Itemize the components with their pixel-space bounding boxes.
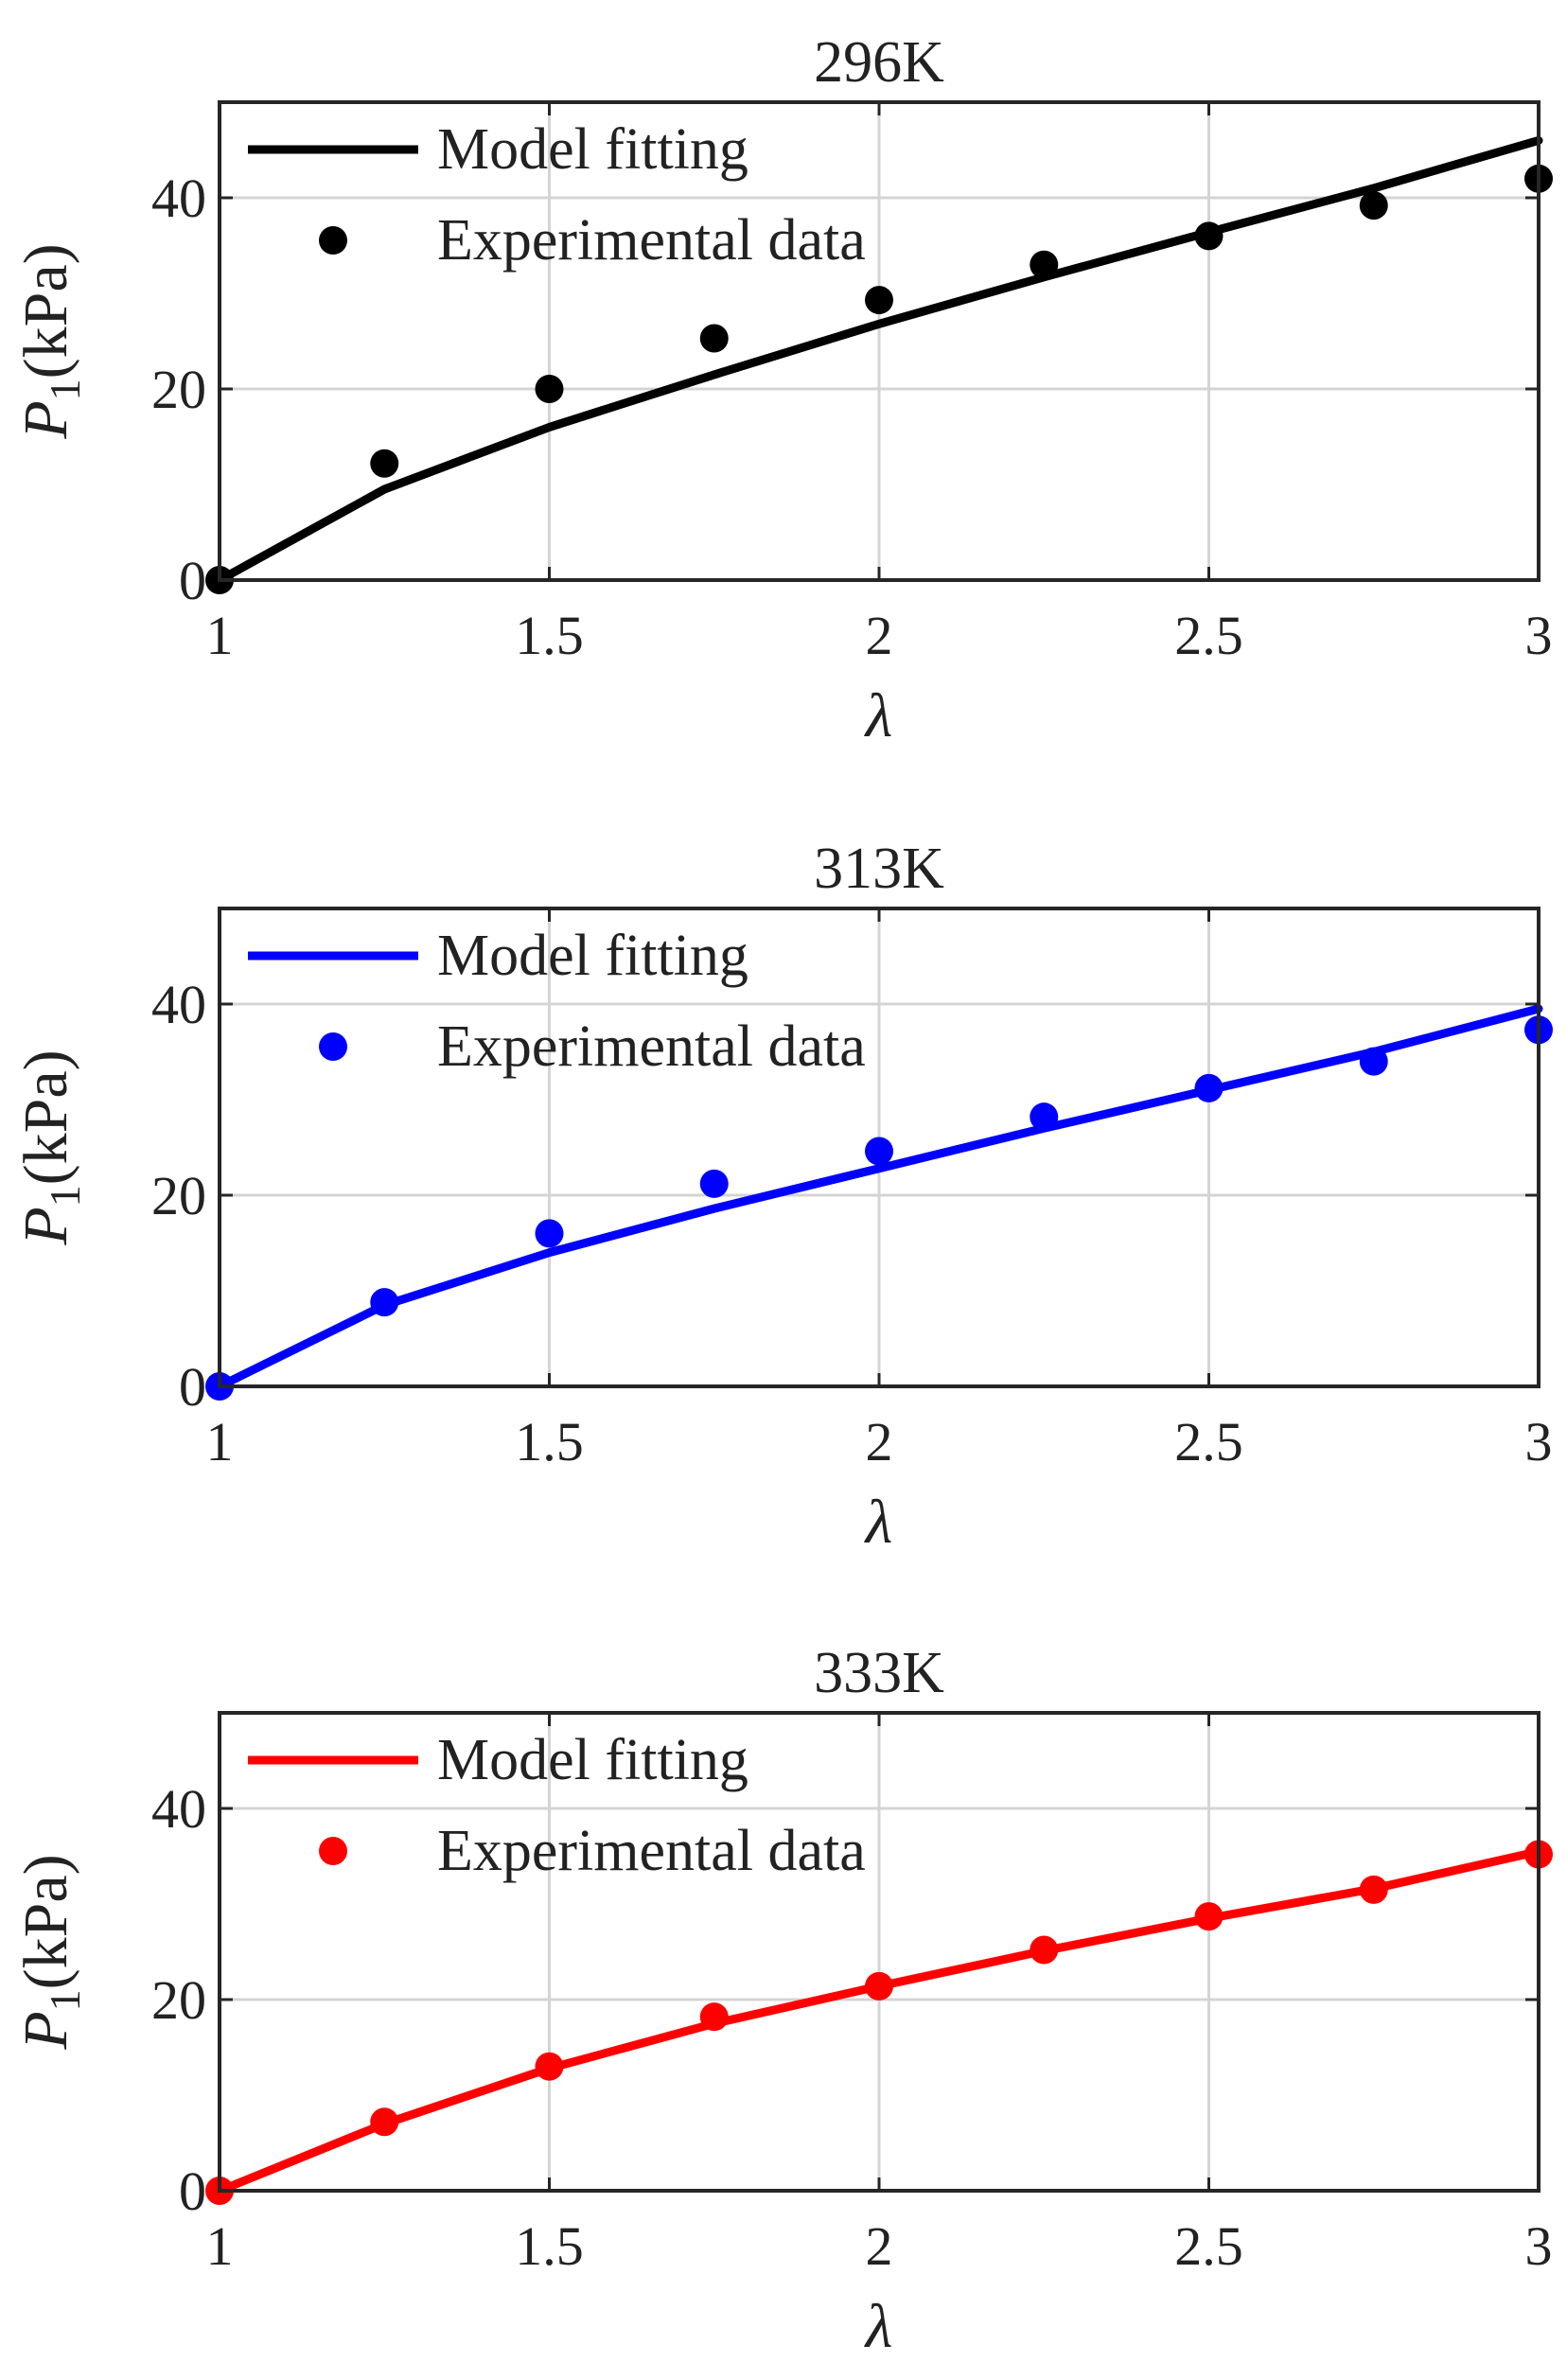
axes-frame <box>218 1711 1541 2193</box>
legend-label-experimental-data: Experimental data <box>437 208 866 273</box>
legend-marker-swatch <box>319 226 347 255</box>
experimental-data-point <box>370 1288 399 1317</box>
experimental-data-point <box>535 2052 564 2081</box>
x-tick-label: 1 <box>206 2215 234 2277</box>
x-tick-label: 3 <box>1525 605 1553 666</box>
y-tick-label: 0 <box>179 2160 206 2222</box>
model-fitting-line <box>215 135 1543 585</box>
y-axis-label-subscript: 1 <box>41 1185 89 1207</box>
experimental-data-point <box>1359 1047 1388 1076</box>
y-axis-label-unit: (kPa) <box>11 1049 80 1185</box>
y-tick-label: 40 <box>151 974 206 1035</box>
x-tick-label: 3 <box>1525 1411 1553 1472</box>
y-axis-label-symbol: P <box>11 1207 80 1245</box>
x-tick-label: 1.5 <box>515 605 584 666</box>
experimental-data-point <box>865 1971 893 2001</box>
axes-frame <box>218 907 1541 1388</box>
x-tick-label: 1 <box>206 605 234 666</box>
legend-label-experimental-data: Experimental data <box>437 1014 866 1079</box>
experimental-data-point <box>1194 1073 1224 1102</box>
experimental-data-point <box>699 2002 729 2032</box>
chart-panel-3: 333K 1 1.5 2 2.5 3 0 20 40 Model fitting Experimen… <box>11 1641 1553 2361</box>
experimental-data-point <box>1194 221 1224 251</box>
x-axis-label: λ <box>864 681 893 750</box>
experimental-data-point <box>370 449 399 478</box>
y-axis-label: P1(kPa) <box>11 1049 89 1245</box>
experimental-data-point <box>1030 1935 1059 1965</box>
chart-title: 313K <box>814 837 944 901</box>
y-axis-label-symbol: P <box>11 2011 80 2050</box>
x-tick-label: 1.5 <box>515 2215 584 2277</box>
chart-title: 296K <box>814 30 944 95</box>
y-tick-label: 20 <box>151 1165 206 1226</box>
x-tick-label: 2.5 <box>1174 1411 1243 1472</box>
chart-panel-1: 296K 1 1.5 2 2.5 3 0 20 40 Model fitting Experimen… <box>11 30 1553 750</box>
experimental-data-point <box>699 1169 729 1198</box>
axes-frame <box>218 100 1541 582</box>
legend-marker-swatch <box>319 1032 347 1061</box>
chart-title: 333K <box>814 1641 944 1705</box>
x-tick-label: 2 <box>866 1411 893 1472</box>
x-tick-label: 2 <box>866 605 893 666</box>
y-axis-label-subscript: 1 <box>41 379 89 400</box>
legend-label-experimental-data: Experimental data <box>437 1819 866 1883</box>
x-tick-label: 2 <box>866 2215 893 2277</box>
x-tick-label: 1.5 <box>515 1411 584 1472</box>
y-axis-label: P1(kPa) <box>11 1854 89 2050</box>
y-axis-label-symbol: P <box>11 400 80 439</box>
legend-label-model-fitting: Model fitting <box>437 117 748 182</box>
experimental-data-point <box>865 1137 893 1166</box>
x-tick-label: 1 <box>206 1411 234 1472</box>
experimental-data-point <box>865 286 893 315</box>
experimental-data-point <box>535 1219 564 1248</box>
experimental-data-point <box>1359 1875 1388 1904</box>
x-tick-label: 2.5 <box>1174 2215 1243 2277</box>
model-fitting-line <box>215 1004 1543 1391</box>
experimental-data-point <box>1194 1902 1224 1931</box>
experimental-data-point <box>1359 191 1388 220</box>
y-axis-label-unit: (kPa) <box>11 243 80 379</box>
y-tick-label: 0 <box>179 1356 206 1418</box>
y-tick-label: 40 <box>151 1778 206 1840</box>
x-axis-label: λ <box>864 1488 893 1557</box>
experimental-data-point <box>370 2107 399 2137</box>
experimental-data-point <box>699 324 729 353</box>
y-tick-label: 20 <box>151 359 206 420</box>
legend-marker-swatch <box>319 1837 347 1865</box>
y-tick-label: 0 <box>179 550 206 611</box>
x-axis-label: λ <box>864 2292 893 2361</box>
y-tick-label: 20 <box>151 1969 206 2031</box>
legend-label-model-fitting: Model fitting <box>437 1728 748 1792</box>
legend-label-model-fitting: Model fitting <box>437 924 748 988</box>
y-axis-label-subscript: 1 <box>41 1989 89 2011</box>
y-tick-label: 40 <box>151 167 206 229</box>
experimental-data-point <box>1030 250 1059 279</box>
x-tick-label: 2.5 <box>1174 605 1243 666</box>
y-axis-label-unit: (kPa) <box>11 1854 80 1989</box>
experimental-data-point <box>535 375 564 403</box>
chart-panel-2: 313K 1 1.5 2 2.5 3 0 20 40 Model fitting Experimen… <box>11 837 1553 1557</box>
x-tick-label: 3 <box>1525 2215 1553 2277</box>
experimental-data-point <box>1030 1102 1059 1132</box>
y-axis-label: P1(kPa) <box>11 243 89 439</box>
